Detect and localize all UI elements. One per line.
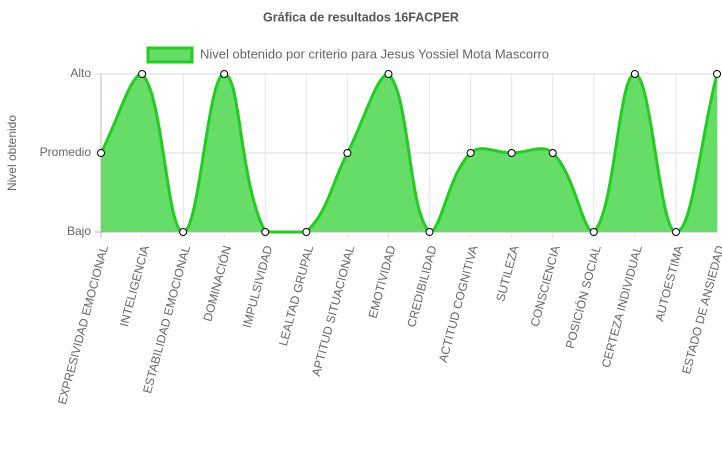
x-tick-label: EMOTIVIDAD xyxy=(366,244,399,320)
y-axis-title: Nivel obtenido xyxy=(5,115,19,191)
x-tick-label: IMPULSIVIDAD xyxy=(240,244,276,330)
x-tick-label: EXPRESIVIDAD EMOCIONAL xyxy=(55,244,111,406)
legend-label: Nivel obtenido por criterio para Jesus Y… xyxy=(200,46,549,61)
x-tick-label: ACTITUD COGNITIVA xyxy=(436,244,481,364)
x-tick-label: LEALTAD GRUPAL xyxy=(276,244,316,348)
point xyxy=(302,228,311,236)
y-tick-label: Alto xyxy=(70,66,91,80)
x-tick-label: ESTADO DE ANSIEDAD xyxy=(679,244,722,376)
point xyxy=(97,149,105,157)
point xyxy=(220,70,229,78)
x-tick-label: CONSCIENCIA xyxy=(528,244,563,328)
x-tick-label: CERTEZA INDIVIDUAL xyxy=(599,244,645,369)
x-tick-label: CREDIBILIDAD xyxy=(404,244,439,329)
point xyxy=(548,149,557,157)
x-tick-label: APTITUD SITUACIONAL xyxy=(309,244,357,378)
legend-swatch xyxy=(146,46,194,64)
y-tick-label: Promedio xyxy=(40,145,92,159)
point xyxy=(713,70,721,78)
point xyxy=(589,228,598,236)
point xyxy=(630,70,639,78)
x-tick-label: INTELIGENCIA xyxy=(117,244,152,328)
point xyxy=(179,228,188,236)
point xyxy=(343,149,352,157)
chart-title: Gráfica de resultados 16FACPER xyxy=(263,10,459,24)
point xyxy=(425,228,434,236)
x-tick-label: DOMINACIÓN xyxy=(199,244,234,323)
point xyxy=(507,149,516,157)
x-tick-label: ESTABILIDAD EMOCIONAL xyxy=(140,244,193,395)
x-tick-label: AUTOESTIMA xyxy=(652,244,686,323)
y-tick-label: Bajo xyxy=(67,224,91,238)
x-tick-label: SUTILEZA xyxy=(493,244,521,303)
point xyxy=(671,228,680,236)
point xyxy=(261,228,270,236)
point xyxy=(466,149,475,157)
point xyxy=(138,70,147,78)
point xyxy=(384,70,393,78)
x-tick-label: POSICIÓN SOCIAL xyxy=(562,243,604,350)
